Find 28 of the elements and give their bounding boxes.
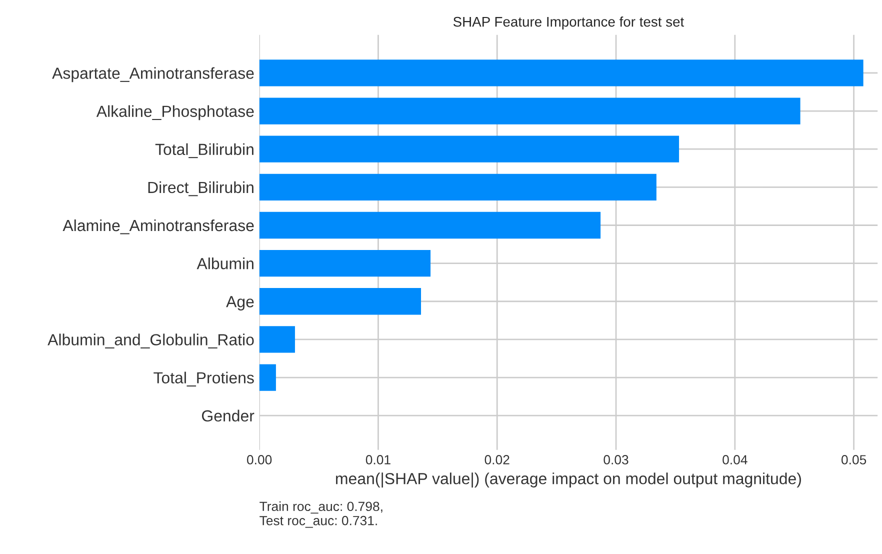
- x-tick-label: 0.04: [722, 455, 748, 464]
- x-tick-label: 0.03: [604, 455, 628, 464]
- bar: [259, 136, 680, 162]
- y-tick-label: Gender: [202, 410, 254, 422]
- bar: [259, 212, 601, 239]
- y-tick-label: Total_Bilirubin: [155, 143, 254, 158]
- x-tick-label: 0.02: [484, 455, 510, 464]
- bar: [259, 98, 800, 124]
- y-tick-label: Alkaline_Phosphotase: [96, 105, 254, 120]
- bar: [259, 250, 431, 277]
- bar: [259, 326, 295, 353]
- y-tick-label: Direct_Bilirubin: [148, 181, 254, 196]
- chart-title: SHAP Feature Importance for test set: [453, 16, 684, 30]
- x-tick-label: 0.00: [246, 455, 272, 464]
- y-tick-label: Age: [226, 296, 254, 310]
- y-tick-label: Total_Protiens: [154, 372, 254, 386]
- bar: [259, 364, 276, 391]
- y-tick-label: Albumin_and_Globulin_Ratio: [48, 334, 254, 348]
- bar: [259, 60, 864, 86]
- x-tick-label: 0.01: [366, 455, 390, 464]
- x-tick-label: 0.05: [841, 455, 866, 464]
- x-axis-title: mean(|SHAP value|) (average impact on model output magnitude): [336, 472, 801, 488]
- text: Train roc_auc: 0.798, Test roc_auc: 0.731.: [260, 501, 382, 528]
- y-tick-label: Aspartate_Aminotransferase: [52, 67, 254, 82]
- bar: [259, 288, 422, 315]
- y-tick-label: Albumin: [196, 258, 254, 270]
- bar: [259, 174, 656, 200]
- y-tick-label: Alamine_Aminotransferase: [62, 219, 254, 234]
